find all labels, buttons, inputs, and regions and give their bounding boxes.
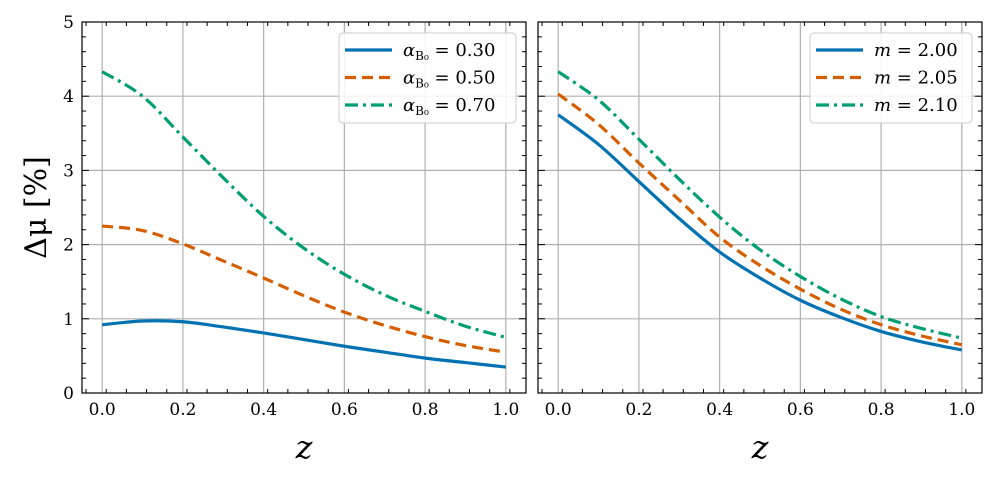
- series-line-2: [102, 224, 507, 354]
- legend-label: αB₀ = 0.50: [403, 68, 495, 91]
- legend-label: m = 2.00: [874, 40, 958, 61]
- legend-sub: B₀: [415, 77, 429, 91]
- x-tick-label: 0.2: [625, 400, 652, 420]
- legend: m = 2.00m = 2.05m = 2.10: [809, 32, 973, 124]
- y-tick-label: 1: [63, 310, 74, 330]
- legend-var: α: [403, 95, 415, 116]
- x-tick-label: 0.6: [331, 400, 358, 420]
- legend-val: = 0.30: [429, 40, 496, 61]
- legend-var: m: [874, 95, 891, 116]
- x-tick-label: 0.6: [787, 400, 814, 420]
- y-tick-label: 0: [63, 384, 74, 404]
- series-line-1: [102, 319, 506, 369]
- y-tick-label: 3: [63, 161, 74, 181]
- y-tick-label: 5: [63, 13, 74, 33]
- y-axis-label: Δμ [%]: [19, 156, 54, 259]
- legend-val: = 2.10: [891, 95, 958, 116]
- panel-2: 0.0 0.2 0.4 0.6 0.8 1.0m = 2.00m = 2.05m = 2.…: [537, 21, 983, 466]
- legend-val: = 2.05: [891, 68, 958, 89]
- x-tick-label: 0.8: [868, 400, 895, 420]
- legend-label: αB₀ = 0.30: [403, 40, 495, 63]
- x-tick-label: 1.0: [948, 400, 975, 420]
- legend-val: = 0.70: [429, 95, 496, 116]
- legend-var: m: [874, 40, 891, 61]
- y-tick-label: 4: [63, 87, 74, 107]
- series-line-3: [557, 70, 963, 340]
- legend-label: m = 2.05: [874, 68, 958, 89]
- y-tick-label: 2: [63, 236, 74, 256]
- x-tick-label: 0.0: [89, 400, 116, 420]
- legend-sub: B₀: [415, 104, 429, 118]
- x-axis-label: z: [751, 428, 770, 466]
- legend-var: m: [874, 68, 891, 89]
- x-tick-label: 1.0: [492, 400, 519, 420]
- legend-var: α: [403, 68, 415, 89]
- series-line-1: [557, 113, 963, 352]
- legend-val: = 2.00: [891, 40, 958, 61]
- series-line-2: [557, 92, 963, 347]
- x-tick-label: 0.4: [250, 400, 277, 420]
- legend-val: = 0.50: [429, 68, 496, 89]
- legend-box: [338, 32, 517, 124]
- legend-box: [809, 32, 973, 124]
- axes-frame: [537, 21, 983, 394]
- x-tick-label: 0.2: [169, 400, 196, 420]
- x-axis-label: z: [295, 428, 314, 466]
- legend-label: m = 2.10: [874, 95, 958, 116]
- legend-var: α: [403, 40, 415, 61]
- x-tick-label: 0.0: [545, 400, 572, 420]
- legend-sub: B₀: [415, 49, 429, 63]
- axes-frame: [81, 21, 527, 394]
- series-line-3: [101, 70, 507, 339]
- legend-label: αB₀ = 0.70: [403, 95, 495, 118]
- x-tick-label: 0.4: [706, 400, 733, 420]
- x-tick-label: 0.8: [412, 400, 439, 420]
